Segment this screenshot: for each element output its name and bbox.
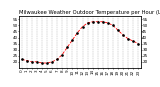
Text: Milwaukee Weather Outdoor Temperature per Hour (Last 24 Hours): Milwaukee Weather Outdoor Temperature pe… xyxy=(19,10,160,15)
